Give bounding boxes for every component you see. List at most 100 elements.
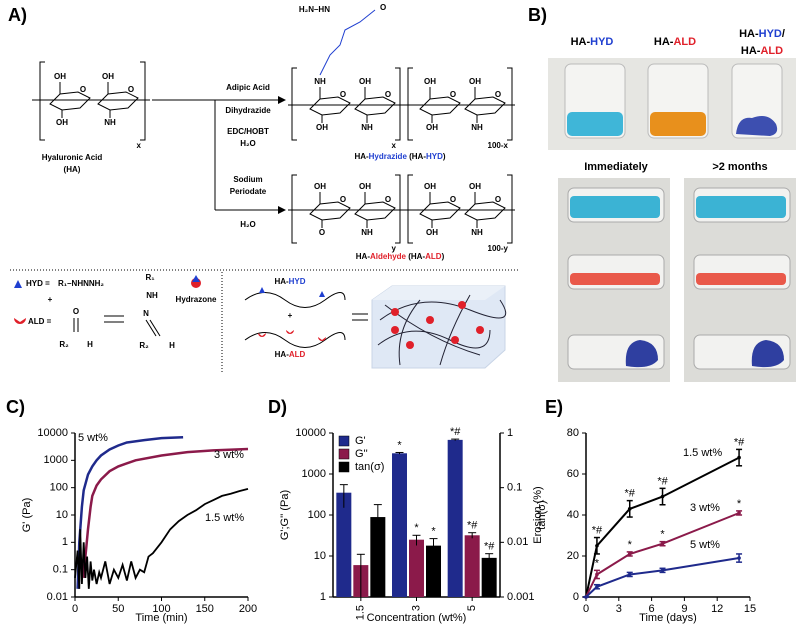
legend-swatch [338,448,350,460]
error-bar [451,438,460,441]
bracket [140,61,146,141]
linker-label: H₂N–HN [299,5,330,14]
error-bar [593,583,600,590]
significance-label: *# [657,475,668,487]
bar [336,492,352,597]
error-bar [593,569,600,580]
significance-label: * [397,439,402,451]
photo-caption: Immediately [584,161,648,173]
hyd-group [319,291,325,297]
y-tick-label: 0.1 [53,564,68,576]
hydrazone-icon [192,275,200,282]
atom: OH [469,77,481,86]
atom: O [319,228,325,237]
bracket [39,61,45,141]
error-bar [659,487,666,506]
network-chain [379,299,507,321]
atom: OH [359,77,371,86]
label-part: Hydrazide [369,152,408,161]
multicolor-label: HA-ALD [741,45,783,57]
label-part: (HA- [406,252,425,261]
significance-label: *# [450,426,461,438]
y-tick-label: 1000 [302,468,326,480]
significance-label: * [737,498,742,510]
legend-label: G' [355,435,366,447]
y-tick-label: 40 [567,509,579,521]
label-part: / [782,28,785,40]
series-line [74,488,249,589]
significance-label: *# [467,520,478,532]
y-tick-label: 10000 [295,427,326,439]
series-label: 5 wt% [690,539,720,551]
atom: O [385,195,391,204]
multicolor-label: HA-HYD/ [739,28,785,40]
linker [319,9,376,76]
atom: OH [54,72,66,81]
atom: NH [361,228,373,237]
multicolor-label: HA-Aldehyde (HA-ALD) [356,252,445,261]
photo-caption: >2 months [712,161,767,173]
label: Hyaluronic Acid [42,153,103,162]
multicolor-label: HA-Hydrazide (HA-HYD) [354,152,445,161]
y-tick-label: 100 [50,482,68,494]
multicolor-label: HA-ALD [275,350,306,359]
label-part: ) [442,252,445,261]
ald-group [318,337,326,341]
bracket [407,174,413,244]
atom: O [495,195,501,204]
series-label: 5 wt% [78,432,108,444]
label-part: ALD [673,36,696,48]
x-tick-label: 12 [711,603,723,615]
label-part: HA- [274,277,289,286]
label-part: Aldehyde [370,252,407,261]
error-bar [736,553,743,563]
legend-label: tan(σ) [355,461,384,473]
atom: H [87,340,93,349]
error-bar [395,451,404,455]
error-bar [626,551,633,557]
multicolor-label: HA-HYD [571,36,614,48]
atom: O [450,195,456,204]
error-bar [626,499,633,518]
y-axis-label: G' (Pa) [21,498,33,533]
panel-label: A) [8,5,27,25]
y-tick-label: 0 [573,591,579,603]
x-axis-label: Time (min) [135,612,187,624]
subscript: x [392,141,397,150]
significance-label: *# [484,541,495,553]
atom: NH [471,228,483,237]
significance-label: *# [734,436,745,448]
y-tick-label: 1 [320,591,326,603]
panel-label: D) [268,397,287,417]
atom: NH [361,123,373,132]
series-label: 1.5 wt% [683,447,722,459]
subscript: 100-x [488,141,509,150]
crosslink [391,308,399,316]
atom: N [143,309,149,318]
multicolor-label: HA-ALD [654,36,696,48]
x-tick-label: 100 [152,603,170,615]
error-bar [429,538,438,556]
panel-label: B) [528,5,547,25]
atom: R₂ [59,340,69,349]
label-part: HA- [571,36,591,48]
error-bar [412,534,421,546]
gel [625,340,658,368]
atom: NH [104,118,116,127]
crosslink [406,341,414,349]
crosslink [426,316,434,324]
error-bar [356,553,365,597]
label-part: HYD [289,277,306,286]
label-part: HA- [356,252,371,261]
y-tick-label: 10000 [37,427,68,439]
reagent: Sodium [233,175,262,184]
reagent: Adipic Acid [226,83,270,92]
x-tick-label: 15 [744,603,756,615]
atom: O [380,3,386,12]
y-tick-label: 0.001 [507,591,535,603]
y-tick-label: 100 [308,509,326,521]
significance-label: * [595,557,600,569]
ald-icon [14,318,26,324]
label: + [288,311,293,320]
subscript: y [392,244,397,253]
